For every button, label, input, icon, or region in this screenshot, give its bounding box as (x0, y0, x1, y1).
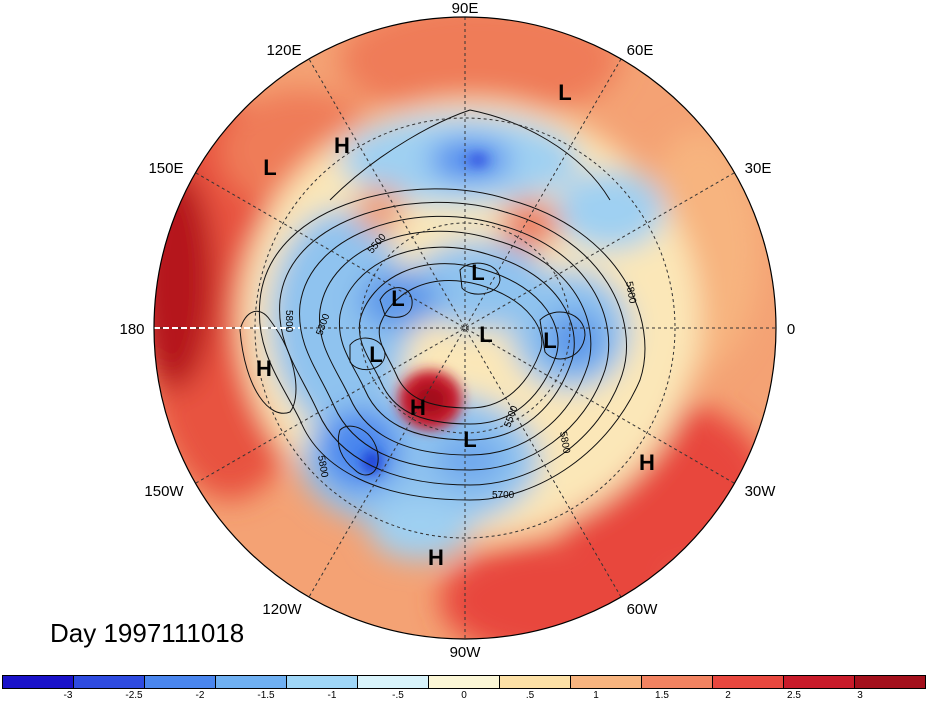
colorbar-segment (74, 676, 145, 688)
pressure-marker: L (263, 155, 276, 180)
colorbar-tick-label: -2.5 (125, 690, 143, 701)
pressure-marker: L (463, 427, 476, 452)
colorbar-tick-label: -.5 (392, 690, 404, 701)
contour-label: 5800 (623, 281, 638, 305)
colorbar-tick-label: -3 (63, 690, 73, 701)
colorbar-segment (358, 676, 429, 688)
lon-label-120w: 120W (262, 601, 302, 618)
graticule (154, 17, 776, 639)
pressure-marker: L (543, 328, 556, 353)
colorbar-segment (287, 676, 358, 688)
lon-label-60w: 60W (627, 601, 659, 618)
contour-label: 5800 (283, 310, 294, 333)
longitude-labels: 90E 60E 30E 0 30W 60W 90W 120W 150W 180 … (119, 0, 795, 661)
colorbar-segment (784, 676, 855, 688)
lon-label-90w: 90W (450, 644, 482, 661)
colorbar-tick-label: 2.5 (787, 690, 801, 701)
map-border (153, 16, 777, 640)
pressure-marker: H (256, 356, 272, 381)
lon-label-60e: 60E (627, 42, 654, 59)
colorbar-tick-label: .5 (525, 690, 535, 701)
contour-label: 5800 (557, 431, 572, 455)
colorbar-tick-label: 2 (725, 690, 731, 701)
pressure-marker: L (471, 260, 484, 285)
height-contours (239, 109, 646, 501)
pressure-marker: H (410, 395, 426, 420)
contour-label: 5700 (492, 490, 515, 501)
colorbar-tick-label: -1 (327, 690, 337, 701)
pressure-marker: H (639, 450, 655, 475)
lon-label-150e: 150E (148, 160, 183, 177)
contour-label: 5800 (315, 455, 330, 479)
colorbar-segment (3, 676, 74, 688)
colorbar-segment (429, 676, 500, 688)
colorbar-segment (571, 676, 642, 688)
colorbar-tick-label: -2 (195, 690, 205, 701)
pressure-marker: L (558, 80, 571, 105)
anomaly-field (154, 17, 776, 639)
colorbar-tick-label: 1.5 (655, 690, 669, 701)
lon-label-90e: 90E (452, 0, 479, 17)
colorbar-segment (500, 676, 571, 688)
lon-label-120e: 120E (266, 42, 301, 59)
colorbar-segment (216, 676, 287, 688)
colorbar-tick-label: -1.5 (257, 690, 275, 701)
colorbar-segment (713, 676, 784, 688)
colorbar-tick-labels: -3 -2.5 -2 -1.5 -1 -.5 0 .5 1 1.5 2 2.5 3 (2, 690, 926, 702)
pressure-marker: L (479, 322, 492, 347)
colorbar-tick-label: 0 (461, 690, 467, 701)
date-title: Day 1997111018 (50, 618, 245, 648)
lon-label-180: 180 (119, 321, 144, 338)
pressure-marker: L (391, 286, 404, 311)
lon-label-30w: 30W (745, 483, 777, 500)
lon-label-0: 0 (787, 321, 795, 338)
colorbar-tick-label: 1 (593, 690, 599, 701)
pressure-marker: L (369, 342, 382, 367)
pressure-marker: H (334, 133, 350, 158)
colorbar (2, 675, 926, 689)
pressure-marker: H (428, 545, 444, 570)
colorbar-segment (855, 676, 925, 688)
pressure-markers: L H L L H L L L L L H H L H H (256, 80, 655, 570)
lon-label-150w: 150W (144, 483, 184, 500)
colorbar-segment (642, 676, 713, 688)
lon-label-30e: 30E (745, 160, 772, 177)
colorbar-segment (145, 676, 216, 688)
colorbar-tick-label: 3 (857, 690, 863, 701)
